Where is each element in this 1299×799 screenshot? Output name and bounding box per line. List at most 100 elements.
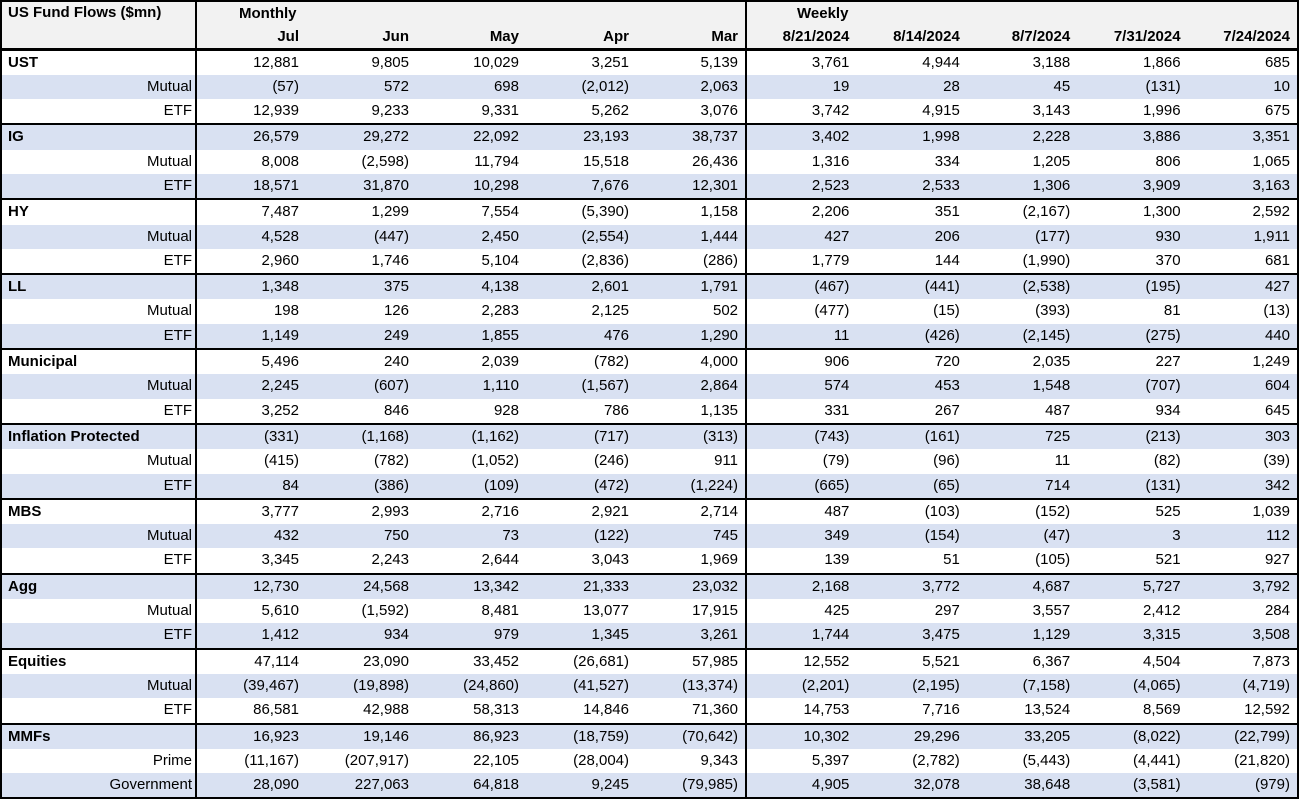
value-cell: 1,548 (966, 374, 1078, 399)
value-cell: 525 (1077, 497, 1188, 525)
column-header: 7/24/2024 (1187, 25, 1298, 51)
value-cell: (177) (966, 224, 1078, 249)
value-cell: (782) (526, 348, 636, 375)
value-cell: (393) (1035, 302, 1071, 320)
value-cell: 32,078 (856, 773, 967, 799)
value-cell: 1,129 (966, 623, 1078, 649)
row-label: Mutual (1, 74, 197, 100)
value-cell: 3,792 (1187, 572, 1298, 600)
detail-row: ETF 2,960 1,746 5,104 (2,836) (286) 1,779 144 (1… (1, 248, 1298, 275)
section-label: MMFs (1, 722, 197, 749)
value-cell: 4,504 (1077, 647, 1188, 674)
value-cell: 3,261 (636, 623, 748, 649)
value-cell: 47,114 (196, 647, 306, 674)
row-label: Mutual (1, 374, 197, 399)
value-cell: (4,065) (1077, 673, 1188, 699)
value-cell: 846 (383, 401, 409, 419)
value-cell: 1,039 (1187, 497, 1298, 525)
value-cell: 5,397 (811, 751, 850, 769)
value-cell: 9,805 (371, 53, 409, 71)
value-cell: (13) (1263, 302, 1290, 320)
value-cell: 10 (1187, 74, 1298, 100)
value-cell: 2,450 (416, 224, 526, 249)
value-cell: 19,146 (306, 722, 416, 749)
value-cell: 9,343 (636, 748, 748, 774)
section-total-row: Equities 47,114 23,090 33,452 (26,681) 57,985… (1, 647, 1298, 674)
value-cell: 9,233 (371, 102, 409, 120)
value-cell: 2,716 (416, 497, 526, 525)
value-cell: 10,298 (416, 173, 526, 200)
value-cell: 13,524 (1024, 701, 1071, 719)
value-cell: 267 (934, 401, 960, 419)
value-cell: 29,296 (856, 722, 967, 749)
value-cell: (79) (822, 452, 850, 470)
value-cell: 685 (1264, 53, 1290, 71)
value-cell: (1,567) (526, 374, 636, 399)
value-cell: 7,676 (526, 173, 636, 200)
value-cell: 1,746 (371, 251, 409, 269)
value-cell: 1,345 (526, 623, 636, 649)
value-cell: 3,886 (1077, 123, 1188, 150)
value-cell: (24,860) (416, 673, 526, 699)
value-cell: 126 (383, 302, 409, 320)
value-cell: (426) (856, 323, 967, 350)
value-cell: 911 (636, 449, 748, 474)
column-header: Apr (526, 25, 636, 51)
value-cell: 45 (966, 74, 1078, 100)
value-cell: 7,716 (922, 701, 960, 719)
value-cell: 3,742 (811, 102, 850, 120)
value-cell: (22,799) (1187, 722, 1298, 749)
value-cell: 476 (526, 323, 636, 350)
value-cell: (57) (196, 74, 306, 100)
value-cell: 645 (1264, 401, 1290, 419)
value-cell: 3,163 (1187, 173, 1298, 200)
value-cell: 2,601 (526, 273, 636, 300)
value-cell: (1,592) (361, 602, 409, 620)
column-header: 7/31/2024 (1077, 25, 1188, 51)
section-label: UST (1, 49, 197, 75)
value-cell: 198 (273, 302, 299, 320)
value-cell: 8,008 (261, 152, 299, 170)
row-label: ETF (1, 548, 197, 574)
section-label: LL (1, 273, 197, 300)
detail-row: Mutual 8,008 (2,598) 11,794 15,518 26,436 1,31… (1, 149, 1298, 174)
value-cell: 12,592 (1244, 701, 1290, 719)
value-cell: 4,528 (196, 224, 306, 249)
section-total-row: Agg 12,730 24,568 13,342 21,333 23,032 2,168 3,… (1, 572, 1298, 600)
value-cell: (607) (306, 374, 416, 399)
column-header: 8/14/2024 (856, 25, 967, 51)
value-cell: 3,143 (1032, 102, 1071, 120)
value-cell: 10,302 (746, 722, 857, 749)
value-cell: 432 (196, 524, 306, 549)
value-cell: 2,206 (746, 198, 857, 225)
value-cell: 4,138 (416, 273, 526, 300)
value-cell: (82) (1153, 452, 1181, 470)
value-cell: (1,162) (416, 422, 526, 450)
value-cell: 144 (934, 251, 960, 269)
value-cell: 2,960 (261, 251, 299, 269)
detail-row: Prime (11,167) (207,917) 22,105 (28,004) 9,34… (1, 748, 1298, 774)
value-cell: 1,791 (636, 273, 748, 300)
value-cell: 73 (416, 524, 526, 549)
value-cell: 720 (856, 348, 967, 375)
value-cell: 427 (1187, 273, 1298, 300)
detail-row: Mutual 4,528 (447) 2,450 (2,554) 1,444 427 206(… (1, 224, 1298, 249)
value-cell: 2,168 (746, 572, 857, 600)
value-cell: 7,487 (196, 198, 306, 225)
value-cell: (2,782) (912, 751, 960, 769)
value-cell: 31,870 (306, 173, 416, 200)
value-cell: 3,508 (1187, 623, 1298, 649)
value-cell: (103) (856, 497, 967, 525)
value-cell: 574 (746, 374, 857, 399)
value-cell: 12,939 (253, 102, 299, 120)
value-cell: 1,158 (636, 198, 748, 225)
column-header: 8/7/2024 (966, 25, 1078, 51)
column-header-row: Jul Jun May Apr Mar 8/21/2024 8/14/2024 … (1, 25, 1298, 51)
weekly-group-header: Weekly (746, 1, 1298, 25)
value-cell: (18,759) (526, 722, 636, 749)
value-cell: 5,521 (856, 647, 967, 674)
value-cell: 349 (746, 524, 857, 549)
value-cell: (79,985) (636, 773, 748, 799)
value-cell: (331) (196, 422, 306, 450)
